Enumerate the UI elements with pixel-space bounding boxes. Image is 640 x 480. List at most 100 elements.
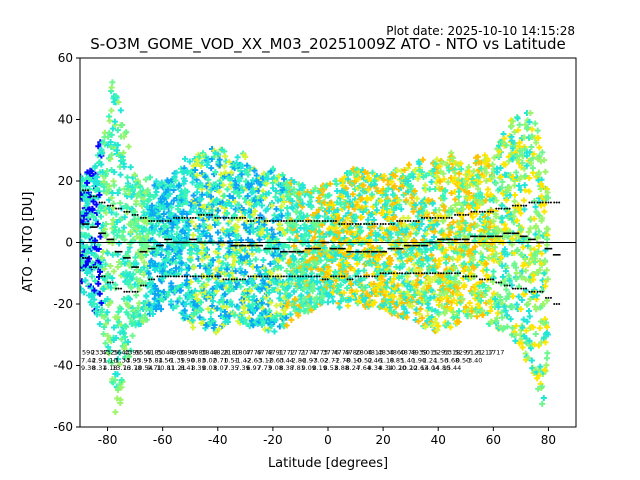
percentile-dot <box>242 217 244 219</box>
percentile-dot <box>498 281 500 283</box>
percentile-dot <box>206 275 208 277</box>
percentile-dot <box>347 278 349 280</box>
percentile-dot <box>429 217 431 219</box>
percentile-dot <box>448 272 450 274</box>
percentile-dot <box>252 275 254 277</box>
bin-statistics: 5907.449.3023372.918.3143251.104.185643-… <box>81 349 504 372</box>
percentile-dot <box>178 217 180 219</box>
scatter-point <box>491 269 497 275</box>
percentile-dot <box>223 278 225 280</box>
scatter-point <box>190 324 196 330</box>
percentile-dot <box>446 217 448 219</box>
percentile-dot <box>324 278 326 280</box>
scatter-point <box>519 297 525 303</box>
percentile-dot <box>440 272 442 274</box>
percentile-dot <box>258 275 260 277</box>
percentile-dot <box>498 208 500 210</box>
percentile-dot <box>357 223 359 225</box>
percentile-dot <box>349 223 351 225</box>
percentile-dot <box>520 205 522 207</box>
percentile-dot <box>203 214 205 216</box>
percentile-dot <box>189 217 191 219</box>
percentile-dot <box>380 272 382 274</box>
percentile-dot <box>440 217 442 219</box>
percentile-dot <box>236 217 238 219</box>
scatter-point <box>517 122 523 128</box>
percentile-dot <box>553 202 555 204</box>
percentile-dot <box>214 217 216 219</box>
percentile-dot <box>228 217 230 219</box>
percentile-dot <box>148 220 150 222</box>
percentile-dot <box>233 217 235 219</box>
percentile-dot <box>247 220 249 222</box>
scatter-point <box>414 196 420 202</box>
percentile-dot <box>256 217 258 219</box>
percentile-dot <box>347 223 349 225</box>
percentile-dot <box>399 272 401 274</box>
percentile-dot <box>107 205 109 207</box>
percentile-dot <box>305 220 307 222</box>
percentile-dot <box>95 195 97 197</box>
percentile-dot <box>198 275 200 277</box>
percentile-dot <box>291 275 293 277</box>
percentile-dot <box>396 220 398 222</box>
percentile-dot <box>244 217 246 219</box>
percentile-dot <box>382 223 384 225</box>
percentile-dot <box>459 272 461 274</box>
percentile-dot <box>471 275 473 277</box>
percentile-dot <box>539 291 541 293</box>
percentile-dot <box>120 208 122 210</box>
percentile-dot <box>404 220 406 222</box>
percentile-dot <box>140 285 142 287</box>
percentile-dot <box>151 220 153 222</box>
scatter-point <box>116 240 122 246</box>
percentile-dot <box>413 272 415 274</box>
percentile-dot <box>448 217 450 219</box>
percentile-dot <box>537 202 539 204</box>
scatter-point <box>541 209 547 215</box>
percentile-dot <box>198 214 200 216</box>
percentile-dot <box>239 217 241 219</box>
percentile-dot <box>451 272 453 274</box>
percentile-dot <box>327 278 329 280</box>
percentile-dot <box>528 202 530 204</box>
scatter-point <box>108 107 114 113</box>
scatter-point <box>235 154 241 160</box>
percentile-dot <box>137 214 139 216</box>
percentile-dot <box>343 275 345 277</box>
percentile-dot <box>128 291 130 293</box>
percentile-dot <box>277 220 279 222</box>
scatter-point <box>498 165 504 171</box>
percentile-dot <box>481 211 483 213</box>
percentile-dot <box>550 297 552 299</box>
percentile-dot <box>457 214 459 216</box>
percentile-dot <box>280 275 282 277</box>
percentile-dot <box>355 223 357 225</box>
percentile-dot <box>432 272 434 274</box>
percentile-dot <box>206 214 208 216</box>
scatter-point <box>260 257 266 263</box>
percentile-dot <box>500 208 502 210</box>
percentile-dot <box>126 211 128 213</box>
percentile-dot <box>528 291 530 293</box>
scatter-point <box>288 311 294 317</box>
scatter-point <box>130 333 136 339</box>
percentile-dot <box>533 291 535 293</box>
percentile-dot <box>556 303 558 305</box>
scatter-point <box>541 157 547 163</box>
percentile-dot <box>473 211 475 213</box>
percentile-dot <box>217 217 219 219</box>
percentile-dot <box>289 275 291 277</box>
percentile-dot <box>374 223 376 225</box>
scatter-point <box>544 298 550 304</box>
percentile-dot <box>363 223 365 225</box>
percentile-dot <box>283 220 285 222</box>
percentile-dot <box>396 272 398 274</box>
percentile-dot <box>476 211 478 213</box>
percentile-dot <box>409 272 411 274</box>
percentile-dot <box>313 220 315 222</box>
percentile-dot <box>481 278 483 280</box>
percentile-dot <box>376 223 378 225</box>
percentile-dot <box>142 217 144 219</box>
